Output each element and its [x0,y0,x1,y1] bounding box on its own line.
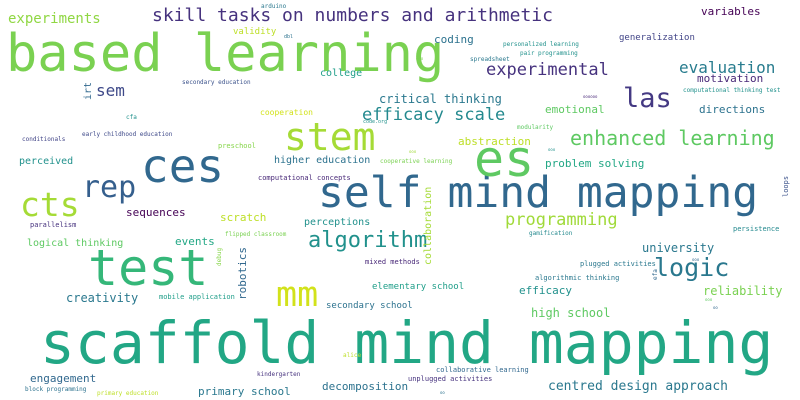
word: emotional [545,103,605,116]
word: elementary school [372,282,465,292]
word: engagement [30,372,97,385]
word: efficacy [519,284,572,297]
word: perceived [19,156,74,167]
word: oo [440,390,445,395]
word: gamification [529,230,573,237]
word: oooooo [583,94,598,99]
word: cooperative learning [380,158,453,165]
word: mm [276,275,319,315]
word: mobile application [159,293,235,301]
word: dbl [284,34,294,40]
word: code.org [363,119,388,125]
word: generalization [619,33,695,43]
word: cts [20,185,80,224]
word: logical thinking [27,238,124,249]
word: flipped classroom [225,231,287,238]
word: mixed methods [365,258,420,266]
word: alice [343,352,362,359]
word: collaborative learning [436,366,529,374]
word: primary education [97,390,159,397]
word: personalized learning [503,41,579,48]
word: efficacy scale [362,105,506,125]
word: algorithm [308,228,428,253]
word: early childhood education [82,131,173,138]
word: robotics [236,247,249,300]
word: pair programming [520,50,578,57]
word: cfa [126,114,137,121]
word: skill tasks on numbers and arithmetic [152,5,553,26]
word: computational thinking test [683,87,781,94]
word: kindergarten [257,371,301,378]
word: ooo [416,56,424,61]
word: secondary education [182,79,251,86]
word: ces [141,139,225,193]
word: plugged activities [580,260,656,268]
word: logic [654,253,730,282]
word: irt [83,81,94,100]
word: parallelism [30,221,77,229]
word: unplugged activities [408,375,493,383]
word: secondary school [326,301,413,311]
word: primary school [198,385,291,398]
word: critical thinking [379,92,502,106]
word: perceptions [304,217,371,228]
word: es [474,130,535,188]
word: university [642,241,715,255]
word: higher education [274,155,371,166]
word: arduino [261,3,287,10]
word: spreadsheet [470,56,510,63]
word: stem [284,115,376,159]
word: directions [699,103,766,116]
word: ooo [692,257,700,262]
word: collaboration [423,186,434,265]
word: programming [505,210,618,230]
word: scaffold mind mapping [40,309,774,377]
word: ooo [705,297,713,302]
word: efa [652,269,659,280]
word: self mind mapping [318,168,759,218]
word: decomposition [322,380,409,393]
word: rep [82,170,137,205]
word: sem [96,81,125,100]
word: events [175,235,215,248]
word: preschool [218,142,256,150]
word: modularity [517,124,554,131]
word: creativity [66,291,139,305]
word: coding [434,33,474,46]
word: enhanced learning [570,126,775,150]
word: block programming [25,386,87,393]
word: oo [713,305,718,310]
word: algorithmic thinking [535,274,620,282]
word: experimental [486,60,609,80]
word: test [88,239,209,297]
word: cooperation [260,108,313,117]
word: debug [216,247,223,266]
word: variables [701,5,761,18]
word: college [320,68,363,79]
word: persistence [733,225,780,233]
word: problem solving [545,157,645,170]
word: evaluation [679,58,776,77]
word: loops [782,175,790,197]
word: scratch [220,211,267,224]
word: validity [233,27,277,37]
word: computational concepts [258,174,351,182]
word: centred design approach [548,379,729,394]
word: conditionals [22,136,66,143]
word: ooo [548,147,556,152]
word: motivation [697,72,764,85]
word: high school [531,306,611,320]
word: reliability [703,284,783,298]
word: ooo [409,149,417,154]
word: las [623,83,672,114]
word: based learning [6,24,445,84]
word: abstraction [458,135,531,148]
word: experiments [8,11,101,27]
word: sequences [126,206,186,219]
